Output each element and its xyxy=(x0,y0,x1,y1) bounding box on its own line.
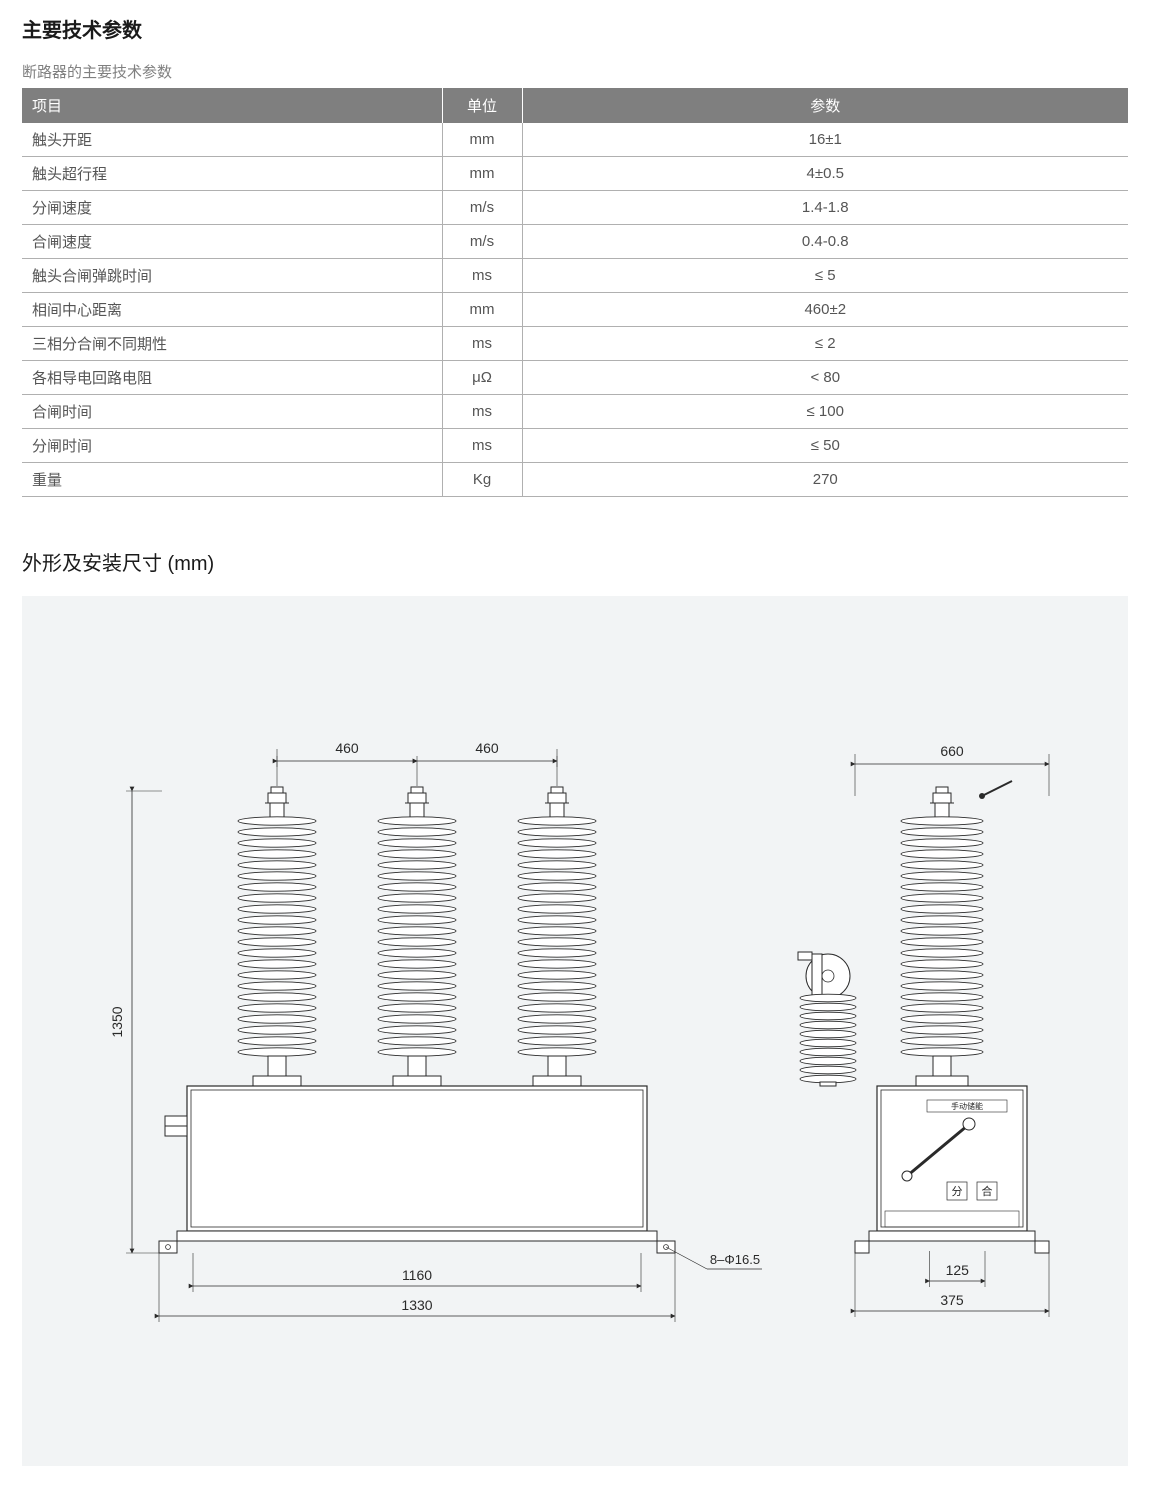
cell-value: ≤ 2 xyxy=(522,327,1128,361)
cell-unit: mm xyxy=(442,123,522,157)
table-row: 各相导电回路电阻μΩ< 80 xyxy=(22,361,1128,395)
cell-unit: ms xyxy=(442,395,522,429)
params-table: 项目 单位 参数 触头开距mm16±1触头超行程mm4±0.5分闸速度m/s1.… xyxy=(22,88,1128,497)
table-header-row: 项目 单位 参数 xyxy=(22,88,1128,123)
cell-value: < 80 xyxy=(522,361,1128,395)
cell-item: 相间中心距离 xyxy=(22,293,442,327)
cell-item: 触头开距 xyxy=(22,123,442,157)
cell-item: 分闸速度 xyxy=(22,191,442,225)
table-row: 分闸速度m/s1.4-1.8 xyxy=(22,191,1128,225)
cell-unit: mm xyxy=(442,157,522,191)
table-row: 三相分合闸不同期性ms≤ 2 xyxy=(22,327,1128,361)
table-row: 触头开距mm16±1 xyxy=(22,123,1128,157)
th-unit: 单位 xyxy=(442,88,522,123)
cell-item: 触头超行程 xyxy=(22,157,442,191)
svg-text:460: 460 xyxy=(475,740,499,756)
cell-item: 分闸时间 xyxy=(22,429,442,463)
cell-value: 4±0.5 xyxy=(522,157,1128,191)
cell-value: ≤ 50 xyxy=(522,429,1128,463)
cell-value: 460±2 xyxy=(522,293,1128,327)
cell-item: 重量 xyxy=(22,463,442,497)
th-value: 参数 xyxy=(522,88,1128,123)
cell-unit: Kg xyxy=(442,463,522,497)
cell-value: 1.4-1.8 xyxy=(522,191,1128,225)
svg-text:手动储能: 手动储能 xyxy=(951,1101,983,1111)
svg-text:合: 合 xyxy=(982,1184,993,1198)
svg-text:8–Φ16.5: 8–Φ16.5 xyxy=(710,1252,760,1267)
cell-item: 合闸时间 xyxy=(22,395,442,429)
svg-text:125: 125 xyxy=(946,1262,970,1278)
cell-value: 270 xyxy=(522,463,1128,497)
cell-value: 0.4-0.8 xyxy=(522,225,1128,259)
drawing-area: 460 460 1350 1160 1330 8–Φ16.5 手动储能分 合 660 125 375 xyxy=(22,596,1128,1466)
svg-text:1160: 1160 xyxy=(402,1267,432,1283)
table-row: 分闸时间ms≤ 50 xyxy=(22,429,1128,463)
svg-text:1350: 1350 xyxy=(109,1006,125,1037)
cell-item: 各相导电回路电阻 xyxy=(22,361,442,395)
table-row: 合闸速度m/s0.4-0.8 xyxy=(22,225,1128,259)
table-row: 触头合闸弹跳时间ms≤ 5 xyxy=(22,259,1128,293)
table-row: 触头超行程mm4±0.5 xyxy=(22,157,1128,191)
cell-unit: ms xyxy=(442,429,522,463)
svg-text:460: 460 xyxy=(335,740,359,756)
svg-text:660: 660 xyxy=(940,743,964,759)
cell-value: ≤ 5 xyxy=(522,259,1128,293)
th-item: 项目 xyxy=(22,88,442,123)
svg-text:375: 375 xyxy=(940,1292,964,1308)
svg-text:1330: 1330 xyxy=(401,1297,432,1313)
cell-unit: ms xyxy=(442,327,522,361)
table-row: 相间中心距离mm460±2 xyxy=(22,293,1128,327)
section-title-drawing: 外形及安装尺寸 (mm) xyxy=(22,547,1128,576)
cell-item: 三相分合闸不同期性 xyxy=(22,327,442,361)
cell-unit: μΩ xyxy=(442,361,522,395)
cell-value: ≤ 100 xyxy=(522,395,1128,429)
cell-item: 合闸速度 xyxy=(22,225,442,259)
subtitle-params: 断路器的主要技术参数 xyxy=(22,61,1128,82)
cell-unit: ms xyxy=(442,259,522,293)
cell-unit: m/s xyxy=(442,225,522,259)
section-title-params: 主要技术参数 xyxy=(22,14,1128,43)
cell-unit: m/s xyxy=(442,191,522,225)
cell-item: 触头合闸弹跳时间 xyxy=(22,259,442,293)
cell-value: 16±1 xyxy=(522,123,1128,157)
cell-unit: mm xyxy=(442,293,522,327)
svg-text:分: 分 xyxy=(952,1185,963,1198)
table-row: 重量Kg270 xyxy=(22,463,1128,497)
table-row: 合闸时间ms≤ 100 xyxy=(22,395,1128,429)
